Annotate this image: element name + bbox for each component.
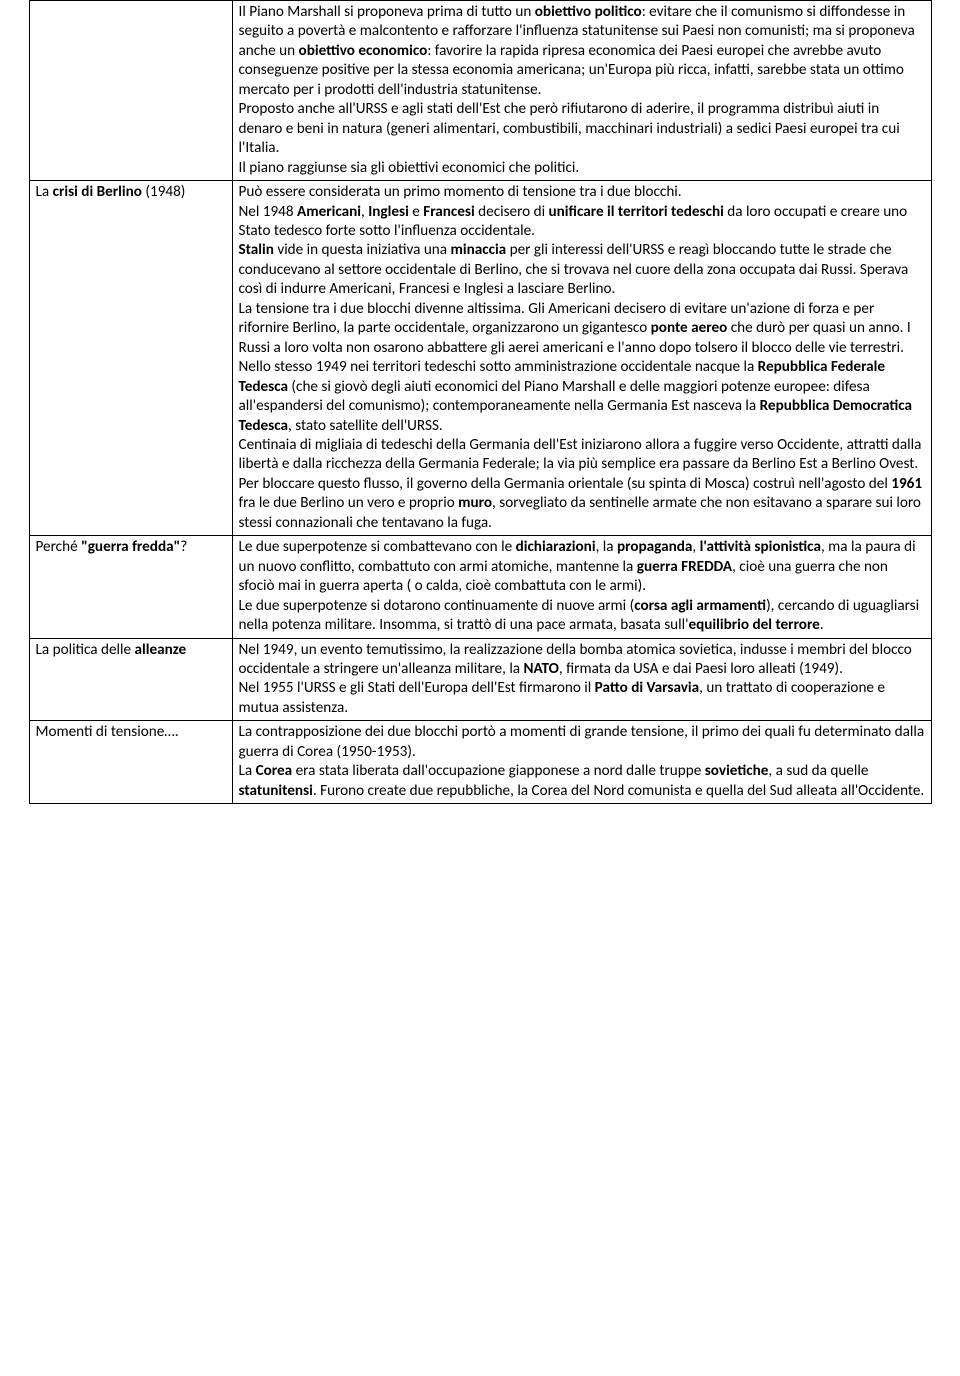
paragraph: Nel 1949, un evento temutissimo, la real…	[239, 641, 925, 680]
table-row: Il Piano Marshall si proponeva prima di …	[29, 1, 931, 181]
bold-text: sovietiche	[705, 762, 769, 780]
bold-text: Repubblica Democratica Tedesca	[239, 397, 913, 434]
bold-text: minaccia	[451, 241, 507, 259]
paragraph: La tensione tra i due blocchi divenne al…	[239, 300, 925, 358]
content-table: Il Piano Marshall si proponeva prima di …	[29, 0, 932, 804]
paragraph: Centinaia di migliaia di tedeschi della …	[239, 436, 925, 533]
bold-text: Repubblica Federale Tedesca	[239, 358, 886, 395]
paragraph: Stalin vide in questa iniziativa una min…	[239, 241, 925, 299]
bold-text: Patto di Varsavia	[595, 679, 699, 697]
topic-cell: La politica delle alleanze	[29, 638, 232, 721]
bold-text: muro	[458, 494, 492, 512]
content-cell: La contrapposizione dei due blocchi port…	[232, 721, 931, 804]
table-row: La politica delle alleanze Nel 1949, un e…	[29, 638, 931, 721]
paragraph: La contrapposizione dei due blocchi port…	[239, 723, 925, 762]
bold-text: obiettivo politico	[535, 3, 642, 21]
paragraph: Le due superpotenze si combattevano con …	[239, 538, 925, 596]
bold-text: unificare il territori tedeschi	[549, 203, 724, 221]
paragraph: Nel 1948 Americani, Inglesi e Francesi d…	[239, 203, 925, 242]
bold-text: ponte aereo	[651, 319, 728, 337]
bold-text: "guerra fredda"	[81, 538, 180, 556]
bold-text: guerra FREDDA	[637, 558, 732, 576]
bold-text: alleanze	[135, 641, 187, 659]
topic-cell: La crisi di Berlino (1948)	[29, 181, 232, 536]
bold-text: Francesi	[423, 203, 474, 221]
paragraph: Il piano raggiunse sia gli obiettivi eco…	[239, 159, 925, 178]
paragraph: Le due superpotenze si dotarono continua…	[239, 597, 925, 636]
table-row: Momenti di tensione…. La contrapposizione…	[29, 721, 931, 804]
paragraph: La Corea era stata liberata dall'occupaz…	[239, 762, 925, 801]
bold-text: crisi di Berlino	[53, 183, 142, 201]
topic-cell: Perché "guerra fredda"?	[29, 536, 232, 638]
paragraph: La politica delle alleanze	[36, 641, 226, 660]
table-row: La crisi di Berlino (1948) Può essere con…	[29, 181, 931, 536]
bold-text: Inglesi	[368, 203, 409, 221]
paragraph: La crisi di Berlino (1948)	[36, 183, 226, 202]
topic-cell: Momenti di tensione….	[29, 721, 232, 804]
table-row: Perché "guerra fredda"? Le due superpoten…	[29, 536, 931, 638]
bold-text: Americani	[297, 203, 361, 221]
document-page: Il Piano Marshall si proponeva prima di …	[0, 0, 960, 804]
paragraph: Nel 1955 l'URSS e gli Stati dell'Europa …	[239, 679, 925, 718]
bold-text: corsa agli armamenti	[634, 597, 766, 615]
bold-text: dichiarazioni	[516, 538, 596, 556]
topic-cell	[29, 1, 232, 181]
content-cell: Può essere considerata un primo momento …	[232, 181, 931, 536]
paragraph: Il Piano Marshall si proponeva prima di …	[239, 3, 925, 100]
paragraph: Nello stesso 1949 nei territori tedeschi…	[239, 358, 925, 436]
bold-text: Stalin	[239, 241, 274, 259]
bold-text: propaganda	[617, 538, 692, 556]
bold-text: obiettivo economico	[299, 42, 428, 60]
bold-text: 1961	[891, 475, 922, 493]
bold-text: statunitensi	[239, 782, 313, 800]
bold-text: l'attività spionistica	[700, 538, 821, 556]
paragraph: Può essere considerata un primo momento …	[239, 183, 925, 202]
bold-text: NATO	[524, 660, 559, 678]
bold-text: Corea	[256, 762, 293, 780]
content-cell: Nel 1949, un evento temutissimo, la real…	[232, 638, 931, 721]
paragraph: Momenti di tensione….	[36, 723, 226, 742]
content-cell: Le due superpotenze si combattevano con …	[232, 536, 931, 638]
paragraph: Perché "guerra fredda"?	[36, 538, 226, 557]
paragraph: Proposto anche all'URSS e agli stati del…	[239, 100, 925, 158]
content-cell: Il Piano Marshall si proponeva prima di …	[232, 1, 931, 181]
bold-text: equilibrio del terrore	[688, 616, 819, 634]
